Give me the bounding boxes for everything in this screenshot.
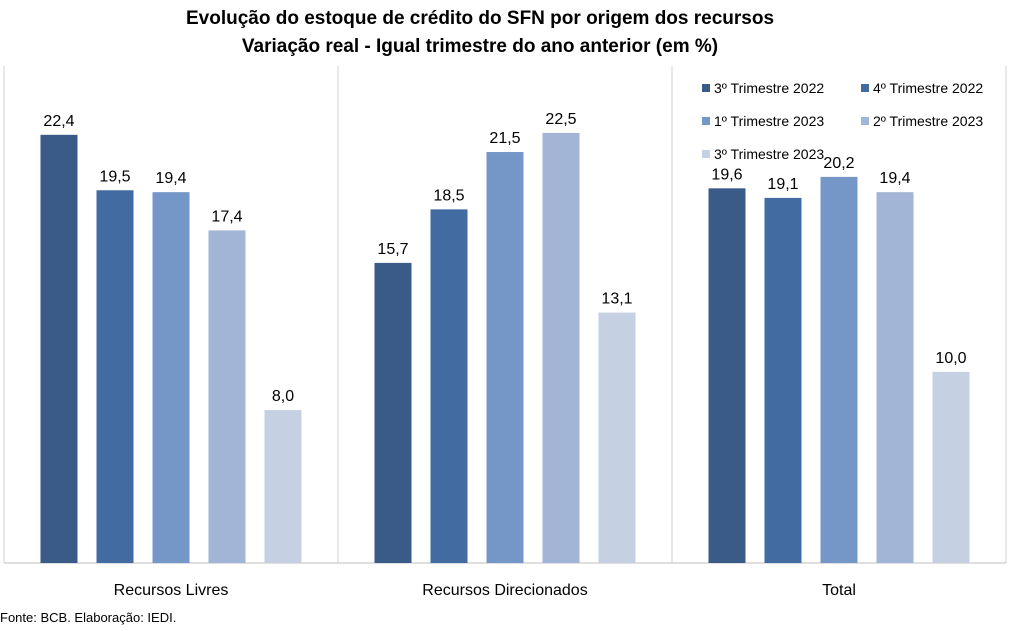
data-label: 10,0 (935, 350, 966, 367)
bar (486, 152, 524, 563)
bar (820, 176, 858, 563)
category-label: Total (822, 582, 856, 599)
legend-label: 4º Trimestre 2022 (873, 80, 983, 96)
data-label: 19,4 (879, 170, 910, 187)
chart-title: Evolução do estoque de crédito do SFN po… (185, 8, 775, 29)
source-note: Fonte: BCB. Elaboração: IEDI. (0, 610, 177, 625)
data-label: 22,4 (43, 113, 74, 130)
bar (208, 230, 246, 563)
category-label: Recursos Direcionados (422, 582, 587, 599)
category-label: Recursos Livres (114, 582, 229, 599)
legend-label: 2º Trimestre 2023 (873, 113, 983, 129)
legend-swatch (861, 84, 869, 92)
data-label: 19,5 (99, 168, 130, 185)
bar (876, 192, 914, 563)
bar (430, 209, 468, 563)
data-label: 22,5 (545, 111, 576, 128)
legend-label: 3º Trimestre 2023 (714, 146, 824, 162)
bar (708, 188, 746, 564)
data-label: 19,6 (711, 166, 742, 183)
chart-subtitle: Variação real - Igual trimestre do ano a… (241, 36, 719, 57)
data-label: 19,1 (767, 176, 798, 193)
bar (264, 410, 302, 563)
bar (598, 312, 636, 563)
bar (542, 132, 580, 563)
data-label: 8,0 (272, 388, 294, 405)
data-label: 18,5 (433, 187, 464, 204)
legend-swatch (702, 150, 710, 158)
data-label: 13,1 (601, 291, 632, 308)
bar (374, 262, 412, 563)
data-label: 20,2 (823, 155, 854, 172)
data-label: 21,5 (489, 130, 520, 147)
data-label: 15,7 (377, 241, 408, 258)
bar (932, 371, 970, 563)
bar (96, 190, 134, 563)
bar (40, 134, 78, 564)
legend-swatch (702, 84, 710, 92)
legend-swatch (702, 117, 710, 125)
data-label: 17,4 (211, 208, 242, 225)
bar (152, 192, 190, 563)
legend-label: 1º Trimestre 2023 (714, 113, 824, 129)
bar (764, 197, 802, 563)
legend-label: 3º Trimestre 2022 (714, 80, 824, 96)
data-label: 19,4 (155, 170, 186, 187)
legend-swatch (861, 117, 869, 125)
